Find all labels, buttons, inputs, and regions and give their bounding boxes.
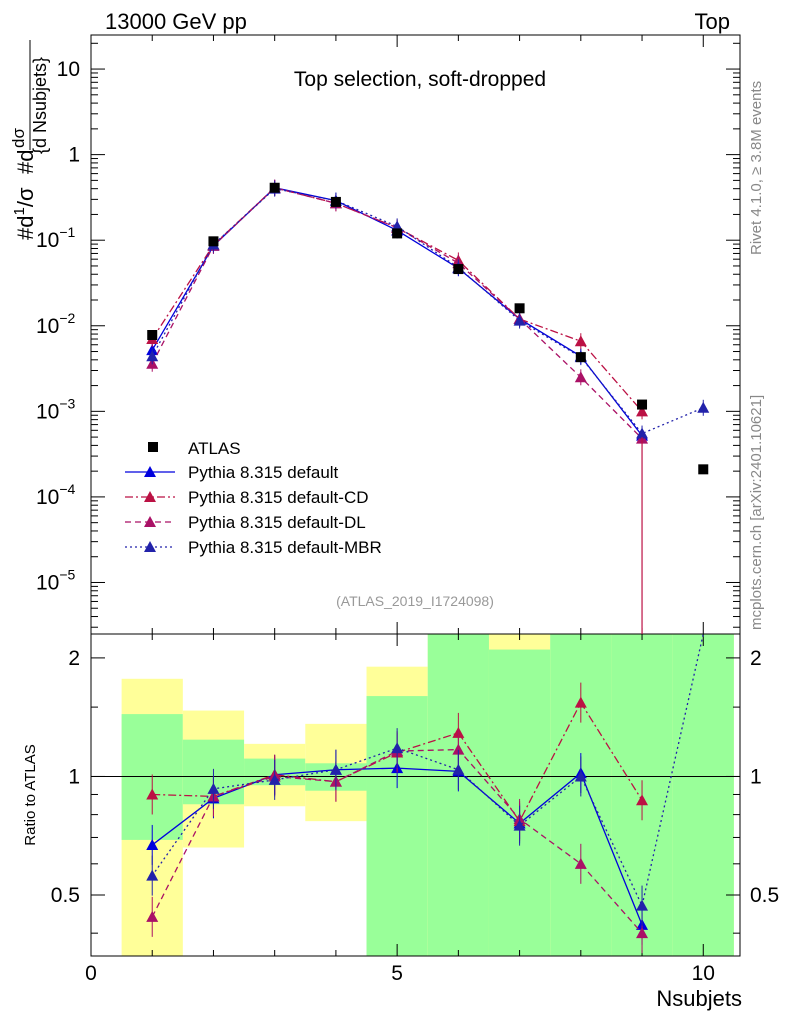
x-tick-label: 0 (85, 962, 97, 985)
legend-label-2: Pythia 8.315 default-DL (188, 513, 366, 532)
inner-band (672, 634, 734, 956)
legend-swatch-data (148, 442, 158, 452)
ratio-marker-1 (574, 696, 587, 708)
series-marker-1 (636, 405, 649, 417)
ratio-tick-label-right: 0.5 (750, 884, 779, 907)
svg-text:dσ: dσ (9, 128, 28, 148)
data-point (147, 330, 158, 341)
data-point (453, 264, 464, 275)
ratio-marker-2 (574, 857, 587, 869)
analysis-tag: (ATLAS_2019_I1724098) (336, 593, 494, 609)
ratio-marker-2 (636, 927, 649, 939)
y-tick-label: 10 (57, 58, 80, 81)
ratio-tick-label: 2 (68, 647, 80, 670)
ratio-panel-frame (90, 633, 741, 957)
ratio-marker-1 (636, 794, 649, 806)
series-marker-3 (513, 314, 526, 326)
y-axis-label-ratio: Ratio to ATLAS (22, 744, 39, 845)
plot-title: Top selection, soft-dropped (294, 68, 546, 91)
legend-label-data: ATLAS (188, 439, 241, 458)
svg-text:#d: #d (13, 150, 38, 174)
x-tick-label: 10 (692, 962, 715, 985)
axis-ticks: 0 5 10 10−5 10−4 10−3 10−2 10−1 1 10 0.5 0.5 1 1 2 2 (36, 35, 779, 985)
legend-marker-3 (144, 541, 156, 552)
data-point (514, 303, 525, 314)
ratio-marker-3 (513, 819, 526, 831)
legend: ATLAS Pythia 8.315 default Pythia 8.315 de… (125, 439, 382, 557)
ratio-marker-0 (146, 838, 159, 850)
data-point (208, 236, 219, 247)
ratio-marker-2 (146, 910, 159, 922)
ratio-marker-3 (146, 869, 159, 881)
y-tick-label: 10−1 (36, 224, 76, 252)
ratio-marker-3 (207, 782, 220, 794)
data-point (330, 196, 341, 207)
series-line-2 (151, 187, 643, 440)
y-tick-label: 10−2 (36, 310, 76, 338)
rivet-version-label: Rivet 4.1.0, ≥ 3.8M events (748, 81, 765, 255)
data-point (575, 352, 586, 363)
ratio-line-2 (151, 748, 643, 934)
mcplots-label: mcplots.cern.ch [arXiv:2401.10621] (748, 395, 765, 630)
series-marker-1 (574, 335, 587, 347)
ratio-series-layer (146, 633, 704, 954)
data-point (269, 182, 280, 193)
x-axis-label: Nsubjets (656, 986, 742, 1011)
y-tick-label: 10−3 (36, 395, 76, 423)
series-marker-3 (146, 350, 159, 362)
ratio-marker-1 (146, 788, 159, 800)
data-point (698, 464, 709, 475)
legend-marker-2 (144, 516, 156, 527)
ratio-marker-3 (268, 773, 281, 785)
data-point (637, 399, 648, 410)
ratio-marker-3 (329, 763, 342, 775)
legend-marker-0 (144, 466, 156, 477)
inner-band (427, 634, 489, 956)
ratio-marker-3 (636, 899, 649, 911)
series-marker-3 (636, 427, 649, 439)
main-series-layer (146, 179, 710, 634)
y-tick-label: 10−5 (36, 566, 76, 594)
legend-label-0: Pythia 8.315 default (188, 463, 339, 482)
y-axis-label-main: #d1/σ #d dσ {d Nsubjets} (9, 40, 50, 240)
svg-text:{d Nsubjets}: {d Nsubjets} (30, 57, 50, 154)
ratio-marker-3 (452, 763, 465, 775)
series-line-3 (151, 187, 704, 435)
ratio-marker-3 (391, 742, 404, 754)
legend-marker-1 (144, 491, 156, 502)
y-tick-label: 1 (68, 144, 80, 167)
series-marker-3 (697, 401, 710, 413)
series-marker-2 (574, 371, 587, 383)
legend-label-3: Pythia 8.315 default-MBR (188, 538, 382, 557)
header-process: Top (695, 9, 730, 34)
x-tick-label: 5 (391, 962, 403, 985)
ratio-tick-label-right: 2 (750, 647, 762, 670)
ratio-marker-2 (452, 743, 465, 755)
ratio-tick-label: 0.5 (51, 884, 80, 907)
legend-label-1: Pythia 8.315 default-CD (188, 488, 369, 507)
uncertainty-bands (121, 634, 734, 956)
header-energy: 13000 GeV pp (105, 9, 247, 34)
ratio-line-1 (152, 701, 643, 823)
data-point (392, 228, 403, 239)
ratio-tick-label: 1 (68, 765, 80, 788)
ratio-tick-label-right: 1 (750, 765, 762, 788)
ratio-marker-3 (574, 770, 587, 782)
y-tick-label: 10−4 (36, 481, 76, 509)
